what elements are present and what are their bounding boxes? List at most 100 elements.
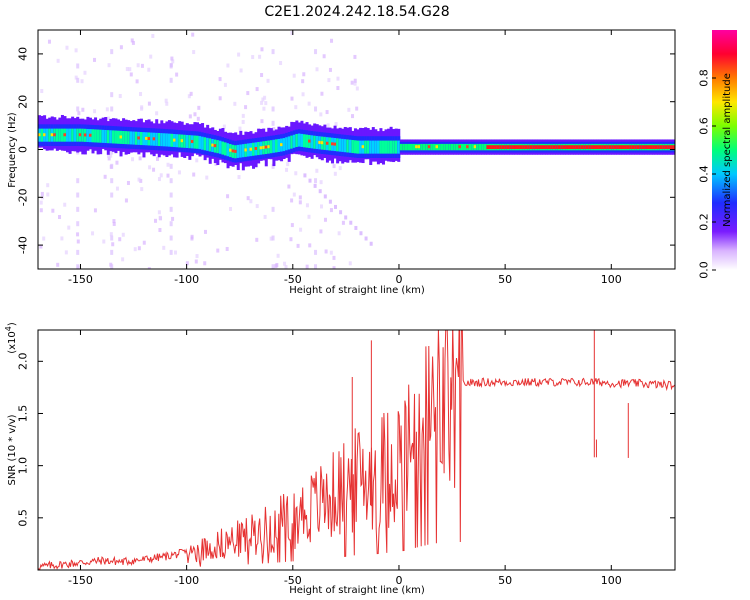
heatmap-speckle	[308, 243, 312, 248]
heatmap-ridge	[119, 135, 123, 139]
heatmap-ridge	[608, 145, 612, 150]
heatmap-speckle	[258, 54, 262, 59]
heatmap-band-core	[381, 140, 385, 154]
heatmap-speckle	[244, 105, 248, 110]
heatmap-band-core	[445, 143, 449, 151]
heatmap-speckle	[276, 253, 280, 258]
heatmap-speckle	[105, 107, 109, 112]
heatmap-speckle	[289, 237, 293, 242]
heatmap-speckle	[136, 63, 140, 68]
heatmap-ridge	[649, 145, 653, 150]
heatmap-ridge	[517, 145, 521, 150]
heatmap-speckle	[263, 214, 267, 219]
heatmap-band-core	[463, 143, 467, 151]
heatmap-speckle	[93, 57, 97, 62]
heatmap-speckle	[64, 250, 68, 255]
heatmap-band-core	[425, 143, 429, 151]
heatmap-speckle	[121, 232, 125, 237]
heatmap-speckle	[166, 162, 170, 167]
heatmap-band-core	[160, 133, 164, 147]
heatmap-ridge	[616, 145, 620, 150]
x-tick-label: -100	[174, 574, 199, 587]
heatmap-speckle	[126, 180, 130, 185]
heatmap-streak	[271, 163, 275, 169]
heatmap-ridge	[280, 143, 284, 147]
heatmap-band-core	[371, 140, 375, 154]
heatmap-ridge	[180, 139, 184, 143]
heatmap-speckle	[353, 78, 357, 83]
heatmap-speckle	[222, 124, 226, 129]
heatmap-speckle	[80, 79, 84, 84]
heatmap-ridge	[190, 139, 194, 143]
heatmap-band-core	[399, 143, 403, 151]
heatmap-ridge	[652, 145, 656, 150]
heatmap-band-core	[96, 129, 100, 143]
heatmap-ridge	[585, 145, 589, 150]
heatmap-band-core	[353, 140, 357, 154]
snr-frame	[37, 329, 676, 571]
heatmap-band-core	[239, 144, 243, 158]
heatmap-ridge	[542, 145, 546, 150]
heatmap-band-core	[369, 140, 373, 154]
heatmap-ridge	[267, 145, 271, 149]
heatmap-ridge	[529, 145, 533, 150]
heatmap-ridge	[473, 145, 477, 149]
heatmap-band-core	[94, 129, 98, 143]
heatmap-band-core	[407, 143, 411, 151]
heatmap-band-core	[376, 140, 380, 154]
heatmap-band-core	[274, 139, 278, 153]
heatmap-band-core	[157, 132, 161, 147]
heatmap-ridge	[234, 149, 238, 153]
heatmap-speckle	[284, 265, 288, 269]
snr-background	[38, 330, 675, 570]
snr-line	[38, 330, 675, 570]
heatmap-band-core	[432, 143, 436, 151]
heatmap-band-core	[114, 130, 118, 144]
heatmap-band-core	[302, 134, 306, 148]
heatmap-band-core	[455, 143, 459, 151]
heatmap-streak	[314, 49, 318, 55]
heatmap-ridge	[511, 145, 515, 150]
heatmap-ridge	[557, 145, 561, 150]
heatmap-band-core	[422, 143, 426, 151]
heatmap-band-core	[290, 135, 294, 149]
heatmap-band-core	[86, 128, 90, 143]
heatmap-speckle	[336, 76, 340, 81]
heatmap-band-core	[379, 140, 383, 154]
heatmap-ridge	[213, 144, 217, 148]
heatmap-streak	[169, 178, 173, 184]
heatmap-ridge	[244, 148, 248, 152]
heatmap-band-core	[127, 131, 131, 145]
heatmap-streak	[271, 106, 275, 112]
heatmap-ridge	[534, 145, 538, 150]
heatmap-speckle	[124, 198, 128, 203]
heatmap-speckle	[91, 231, 95, 236]
heatmap-ridge	[659, 145, 663, 150]
heatmap-band-core	[150, 132, 154, 146]
heatmap-speckle	[294, 105, 298, 110]
heatmap-streak	[110, 149, 114, 155]
heatmap-speckle	[249, 199, 253, 204]
heatmap-band-core	[269, 140, 273, 154]
heatmap-band-core	[397, 140, 401, 154]
heatmap-speckle	[76, 239, 80, 244]
heatmap-band-core	[476, 143, 480, 151]
heatmap-ridge	[644, 145, 648, 150]
heatmap-speckle	[109, 153, 113, 158]
heatmap-speckle	[39, 208, 43, 213]
heatmap-band-core	[420, 143, 424, 151]
heatmap-band-core	[58, 128, 62, 142]
heatmap-speckle	[177, 170, 181, 175]
heatmap-speckle	[292, 73, 296, 78]
heatmap-speckle	[264, 101, 268, 106]
heatmap-band-core	[481, 143, 485, 151]
heatmap-ridge	[88, 133, 92, 137]
heatmap-ridge	[494, 145, 498, 150]
heatmap-ridge	[580, 145, 584, 150]
heatmap-band-core	[129, 131, 133, 145]
heatmap-ridge	[555, 145, 559, 150]
heatmap-speckle	[125, 67, 129, 72]
heatmap-speckle	[229, 206, 233, 211]
heatmap-speckle	[341, 220, 345, 225]
heatmap-ridge	[173, 138, 177, 142]
